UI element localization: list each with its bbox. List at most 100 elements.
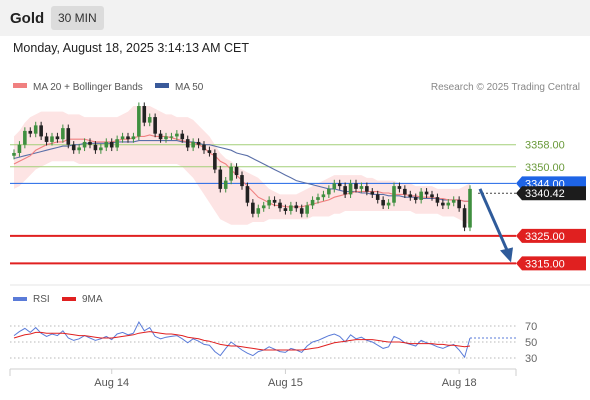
legend-rsi-swatch: [13, 297, 27, 301]
candle-body: [267, 199, 271, 206]
candle-body: [457, 199, 461, 209]
candle-body: [386, 202, 391, 206]
candle-body: [115, 139, 119, 148]
candles: [12, 102, 472, 232]
candle-body: [142, 106, 147, 123]
candle-body: [446, 202, 451, 206]
candle-body: [337, 183, 342, 187]
candle-body: [88, 141, 92, 145]
candle-body: [321, 194, 326, 198]
candle-body: [332, 183, 337, 189]
candle-body: [343, 186, 347, 195]
candle-body: [451, 199, 456, 203]
candle-body: [77, 147, 81, 151]
candle-body: [126, 136, 130, 140]
candle-body: [272, 199, 277, 203]
candle-body: [93, 144, 98, 151]
resistance-level-label: 3350.00: [525, 162, 565, 174]
candle-body: [370, 191, 375, 195]
candle-body: [430, 194, 434, 198]
candle-body: [33, 125, 38, 134]
x-tick-label: Aug 15: [268, 377, 303, 389]
candle-body: [240, 175, 244, 187]
candle-body: [403, 188, 407, 195]
candle-body: [365, 186, 369, 192]
forecast-arrow: [478, 188, 513, 263]
support-level-label: 3315.00: [525, 258, 565, 270]
candle-body: [245, 186, 250, 203]
candle-body: [39, 125, 43, 137]
legend-ma50-label: MA 50: [175, 82, 204, 93]
candle-body: [424, 191, 429, 195]
candle-body: [191, 141, 195, 148]
candle-body: [50, 136, 54, 142]
candle-body: [294, 205, 299, 209]
candle-body: [348, 183, 353, 195]
candle-body: [213, 152, 217, 170]
candle-body: [419, 191, 423, 200]
candle-body: [359, 186, 364, 189]
level-labels: 3358.003350.003344.003340.423325.003315.…: [516, 140, 586, 271]
candle-body: [44, 136, 49, 142]
candle-body: [468, 188, 472, 228]
candle-body: [180, 133, 185, 140]
rsi-level-50-label: 50: [525, 337, 537, 349]
candle-body: [278, 202, 282, 209]
candle-body: [234, 166, 239, 176]
candle-body: [435, 197, 440, 203]
candle-body: [299, 208, 304, 214]
legend-rsi-label: RSI: [33, 294, 50, 305]
candle-body: [66, 128, 71, 145]
support-label-bg: [516, 228, 586, 243]
legend-9ma-swatch: [62, 297, 76, 301]
candle-body: [153, 117, 157, 134]
candle-body: [71, 144, 76, 151]
rsi-9ma-line: [13, 331, 471, 351]
x-tick-label: Aug 18: [442, 377, 477, 389]
rsi-pane: 70 50 30: [10, 320, 537, 365]
candle-body: [310, 199, 315, 206]
support-label-bg: [516, 256, 586, 271]
candle-body: [55, 136, 60, 140]
candle-body: [169, 136, 174, 138]
legend-ma20-swatch: [13, 83, 27, 88]
header-bar: Gold 30 MIN: [0, 0, 590, 36]
datetime-label: Monday, August 18, 2025 3:14:13 AM CET: [13, 41, 250, 55]
candle-body: [12, 152, 16, 156]
candle-body: [283, 208, 288, 211]
last-level-label: 3340.42: [525, 188, 565, 200]
candle-body: [462, 208, 467, 228]
candle-body: [392, 186, 396, 203]
legend-ma20-label: MA 20 + Bollinger Bands: [33, 82, 143, 93]
candle-body: [354, 183, 358, 189]
candle-body: [289, 205, 293, 211]
bollinger-band-area: [14, 106, 470, 225]
candle-body: [413, 197, 418, 200]
instrument-title: Gold: [10, 10, 45, 27]
rsi-level-30-label: 30: [525, 353, 537, 365]
candle-body: [17, 144, 22, 153]
candle-body: [109, 141, 114, 148]
candle-body: [397, 186, 402, 189]
candle-body: [229, 166, 233, 181]
timeframe-button[interactable]: 30 MIN: [51, 6, 104, 30]
candle-body: [104, 141, 109, 148]
rsi-level-70-label: 70: [525, 321, 537, 333]
candle-body: [256, 208, 261, 214]
rsi-line: [13, 320, 471, 359]
candle-body: [218, 169, 223, 189]
candle-body: [375, 194, 380, 200]
candle-body: [23, 130, 27, 145]
candle-body: [196, 141, 201, 145]
candle-body: [305, 205, 309, 214]
last-label-bg: [516, 186, 586, 201]
x-tick-label: Aug 14: [94, 377, 129, 389]
candle-body: [137, 106, 141, 137]
candle-body: [82, 141, 87, 148]
candle-body: [441, 202, 445, 206]
candle-body: [131, 136, 136, 140]
resistance-level-label: 3358.00: [525, 140, 565, 152]
candle-body: [251, 202, 255, 214]
